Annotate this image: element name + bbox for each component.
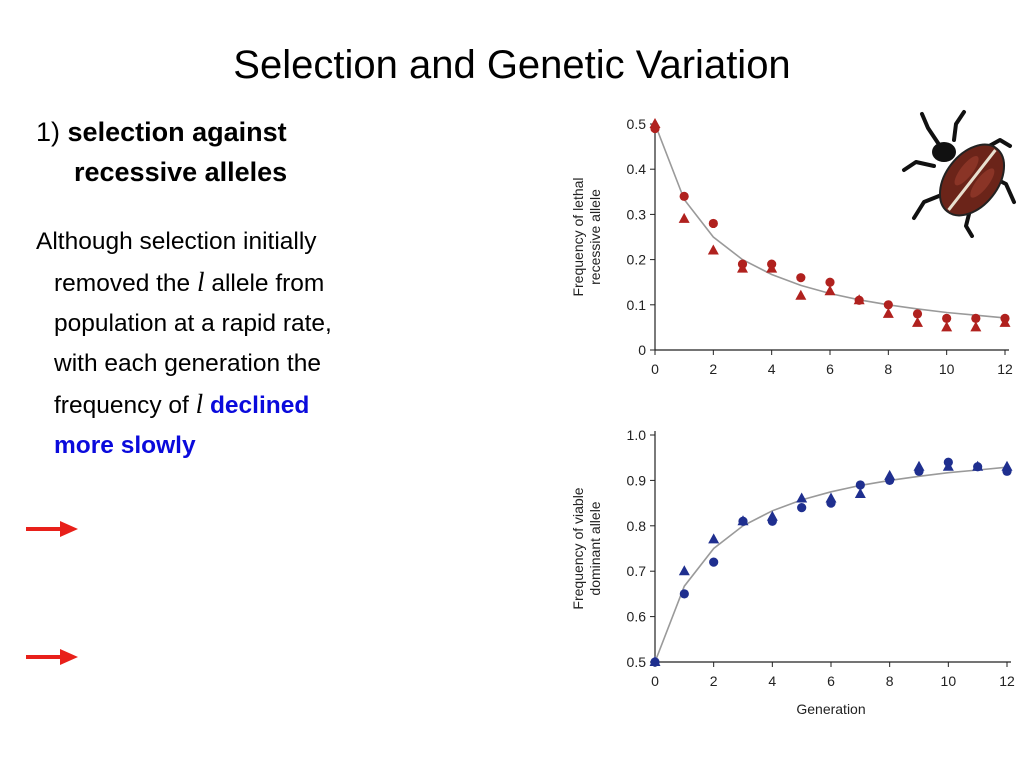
allele-symbol: l — [197, 267, 205, 297]
x-tick-label: 8 — [884, 361, 892, 377]
y-axis-label: dominant allele — [587, 501, 603, 595]
data-point-triangle — [912, 316, 923, 327]
x-tick-label: 12 — [997, 361, 1013, 377]
heading-line1: selection against — [67, 117, 287, 147]
x-tick-label: 8 — [886, 673, 894, 689]
x-tick-label: 4 — [768, 361, 776, 377]
data-point-triangle — [853, 294, 865, 305]
data-point-triangle — [737, 262, 748, 273]
data-point-circle — [679, 191, 689, 201]
y-tick-label: 0.1 — [627, 297, 647, 313]
y-tick-label: 0.4 — [627, 161, 647, 177]
data-point-circle — [709, 557, 719, 567]
allele-symbol-2: l — [195, 389, 204, 419]
data-point-triangle — [913, 460, 925, 471]
y-tick-label: 0 — [638, 342, 646, 358]
body-paragraph: Although selection initially removed the… — [36, 222, 456, 466]
data-point-triangle — [941, 321, 953, 332]
body-line3: population at a rapid rate, — [54, 310, 332, 337]
x-tick-label: 10 — [941, 673, 957, 689]
highlight-more-slowly: more slowly — [54, 432, 196, 459]
body-line5-post — [203, 392, 210, 419]
body-line2-post: allele from — [204, 270, 325, 297]
data-point-triangle — [884, 469, 896, 480]
y-axis-label: Frequency of viable — [570, 487, 586, 609]
y-tick-label: 0.5 — [627, 116, 647, 132]
x-tick-label: 6 — [827, 673, 835, 689]
y-tick-label: 1.0 — [627, 427, 647, 443]
data-point-triangle — [708, 533, 720, 544]
data-point-triangle — [824, 285, 836, 296]
x-tick-label: 12 — [999, 673, 1015, 689]
data-point-circle — [855, 480, 865, 490]
heading-number: 1) — [36, 117, 61, 147]
data-point-triangle — [678, 212, 690, 223]
data-point-triangle — [795, 289, 807, 300]
x-tick-label: 4 — [768, 673, 776, 689]
beetle-icon — [902, 110, 1016, 238]
y-tick-label: 0.9 — [627, 472, 647, 488]
data-point-circle — [883, 300, 893, 310]
data-point-triangle — [970, 321, 982, 332]
x-axis-label: Generation — [796, 701, 865, 717]
data-point-triangle — [766, 262, 778, 273]
x-tick-label: 0 — [651, 361, 659, 377]
y-tick-label: 0.7 — [627, 563, 647, 579]
data-point-triangle — [766, 510, 778, 521]
highlight-declined: declined — [209, 392, 310, 419]
section-heading: 1) selection against recessive alleles — [36, 112, 456, 192]
body-line2-pre: removed the — [54, 270, 197, 297]
data-point-triangle — [825, 492, 837, 503]
data-point-triangle — [678, 565, 690, 576]
data-point-triangle — [999, 316, 1011, 327]
data-point-circle — [942, 313, 952, 323]
body-line1: Although selection initially — [36, 228, 317, 255]
x-tick-label: 2 — [709, 361, 717, 377]
data-point-circle — [797, 503, 807, 513]
red-arrow-icon — [26, 521, 78, 537]
data-point-triangle — [649, 656, 661, 666]
x-tick-label: 10 — [939, 361, 955, 377]
data-point-circle — [679, 589, 689, 599]
y-axis-label: recessive allele — [587, 189, 603, 285]
red-arrow-icon — [26, 649, 78, 665]
data-point-triangle — [707, 244, 719, 255]
data-point-triangle — [649, 118, 661, 128]
data-point-triangle — [942, 460, 954, 471]
body-line5: frequency of l declined — [36, 384, 456, 426]
x-tick-label: 0 — [651, 673, 659, 689]
data-point-circle — [912, 309, 923, 319]
data-point-circle — [708, 218, 718, 229]
slide-title: Selection and Genetic Variation — [233, 43, 791, 87]
y-tick-label: 0.5 — [627, 654, 647, 670]
heading-line2: recessive alleles — [74, 157, 288, 187]
data-point-triangle — [972, 460, 984, 471]
data-point-triangle — [882, 307, 894, 318]
data-point-circle — [971, 313, 981, 323]
y-axis-label: Frequency of lethal — [570, 177, 586, 296]
body-line5-pre: frequency of — [54, 392, 196, 419]
data-point-triangle — [1001, 460, 1013, 471]
data-point-triangle — [737, 515, 749, 526]
y-tick-label: 0.8 — [627, 518, 647, 534]
x-tick-label: 6 — [826, 361, 834, 377]
y-tick-label: 0.3 — [627, 206, 647, 222]
data-point-circle — [825, 277, 835, 287]
fitted-curve — [654, 466, 1008, 663]
x-tick-label: 2 — [710, 673, 718, 689]
y-tick-label: 0.6 — [627, 609, 647, 625]
data-point-triangle — [854, 488, 866, 499]
body-line2: removed the l allele from — [36, 262, 456, 304]
data-point-triangle — [796, 492, 808, 503]
allele-frequency-charts: 0 0.1 0.2 0.3 0.4 0.5 0 2 4 6 8 10 12 Frequency of le… — [548, 96, 1024, 736]
body-line4: with each generation the — [54, 350, 321, 377]
y-tick-label: 0.2 — [627, 252, 647, 268]
data-point-circle — [796, 273, 806, 283]
